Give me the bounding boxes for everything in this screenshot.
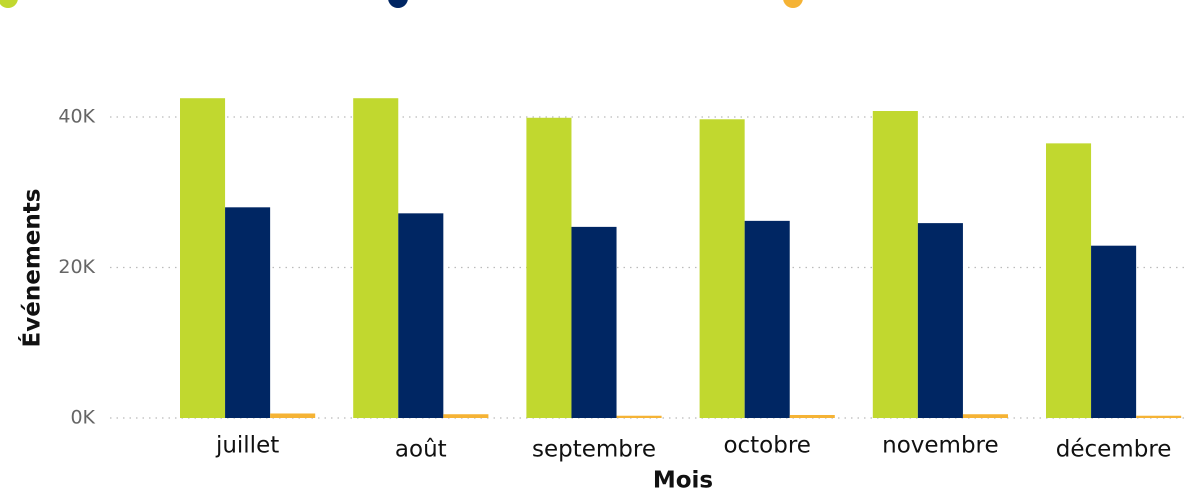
- bar: [744, 220, 790, 418]
- x-tick-label: juillet: [215, 433, 279, 459]
- x-axis-title: Mois: [653, 468, 713, 494]
- bar: [443, 414, 489, 418]
- x-tick-label: novembre: [882, 433, 999, 459]
- bar: [872, 111, 918, 418]
- bar: [1091, 245, 1137, 418]
- y-tick-label: 20K: [58, 256, 95, 278]
- bar: [225, 207, 271, 418]
- x-tick-label: octobre: [723, 433, 811, 459]
- bar: [353, 98, 399, 418]
- bar: [699, 119, 745, 419]
- bar: [1136, 415, 1182, 418]
- y-axis-title: Événements: [18, 189, 46, 348]
- bar: [789, 414, 835, 418]
- bar: [571, 226, 617, 418]
- legend-marker: [783, 0, 803, 8]
- x-tick-label: décembre: [1056, 437, 1172, 463]
- bar: [270, 413, 316, 418]
- bar: [180, 98, 226, 418]
- y-tick-label: 40K: [58, 106, 95, 128]
- bar: [1046, 143, 1092, 418]
- bar: [962, 414, 1008, 418]
- bar: [526, 117, 572, 419]
- bar: [917, 223, 963, 418]
- legend-marker: [0, 0, 18, 8]
- x-tick-label: août: [395, 437, 447, 463]
- bar: [616, 415, 662, 418]
- bar: [398, 213, 444, 418]
- y-tick-label: 0K: [70, 407, 95, 429]
- x-tick-label: septembre: [532, 437, 656, 463]
- legend-marker: [388, 0, 408, 8]
